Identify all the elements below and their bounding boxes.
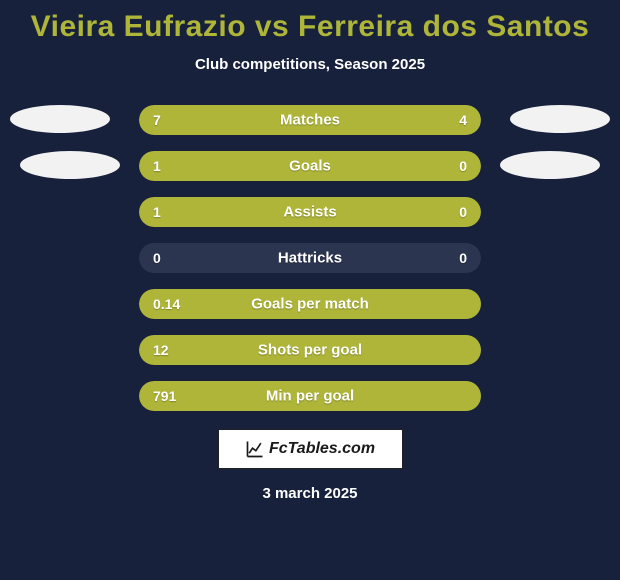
stat-row: 7 4 Matches [139, 105, 481, 135]
stat-row: 0 0 Hattricks [139, 243, 481, 273]
stat-row: 1 0 Assists [139, 197, 481, 227]
team-badge-left-1 [10, 105, 110, 133]
bar-fill-right [399, 197, 481, 227]
comparison-container: Vieira Eufrazio vs Ferreira dos Santos C… [0, 0, 620, 580]
stat-label: Shots per goal [258, 342, 362, 359]
stat-row: 0.14 Goals per match [139, 289, 481, 319]
stat-label: Min per goal [266, 388, 354, 405]
stat-value-left: 1 [153, 204, 161, 220]
stat-value-right: 0 [459, 250, 467, 266]
stat-value-left: 0.14 [153, 296, 180, 312]
team-badge-right-1 [510, 105, 610, 133]
bar-fill-left [139, 197, 399, 227]
team-badge-left-2 [20, 151, 120, 179]
page-subtitle: Club competitions, Season 2025 [0, 56, 620, 73]
bars-list: 7 4 Matches 1 0 Goals 1 0 Assists 0 0 Hattricks 0.14… [139, 105, 481, 411]
chart-icon [245, 439, 265, 459]
stat-row: 1 0 Goals [139, 151, 481, 181]
logo-text: FcTables.com [269, 440, 375, 458]
stat-row: 12 Shots per goal [139, 335, 481, 365]
team-badge-right-2 [500, 151, 600, 179]
stats-area: 7 4 Matches 1 0 Goals 1 0 Assists 0 0 Hattricks 0.14… [0, 105, 620, 411]
stat-value-right: 4 [459, 112, 467, 128]
stat-label: Assists [283, 204, 336, 221]
stat-value-left: 12 [153, 342, 169, 358]
stat-value-left: 0 [153, 250, 161, 266]
date-label: 3 march 2025 [0, 485, 620, 502]
stat-label: Matches [280, 112, 340, 129]
stat-label: Hattricks [278, 250, 342, 267]
stat-label: Goals [289, 158, 331, 175]
bar-fill-right [399, 151, 481, 181]
logo-box[interactable]: FcTables.com [218, 429, 403, 469]
stat-label: Goals per match [251, 296, 369, 313]
stat-value-left: 7 [153, 112, 161, 128]
stat-value-left: 791 [153, 388, 176, 404]
page-title: Vieira Eufrazio vs Ferreira dos Santos [0, 0, 620, 44]
stat-row: 791 Min per goal [139, 381, 481, 411]
stat-value-right: 0 [459, 158, 467, 174]
bar-fill-left [139, 151, 399, 181]
stat-value-right: 0 [459, 204, 467, 220]
stat-value-left: 1 [153, 158, 161, 174]
